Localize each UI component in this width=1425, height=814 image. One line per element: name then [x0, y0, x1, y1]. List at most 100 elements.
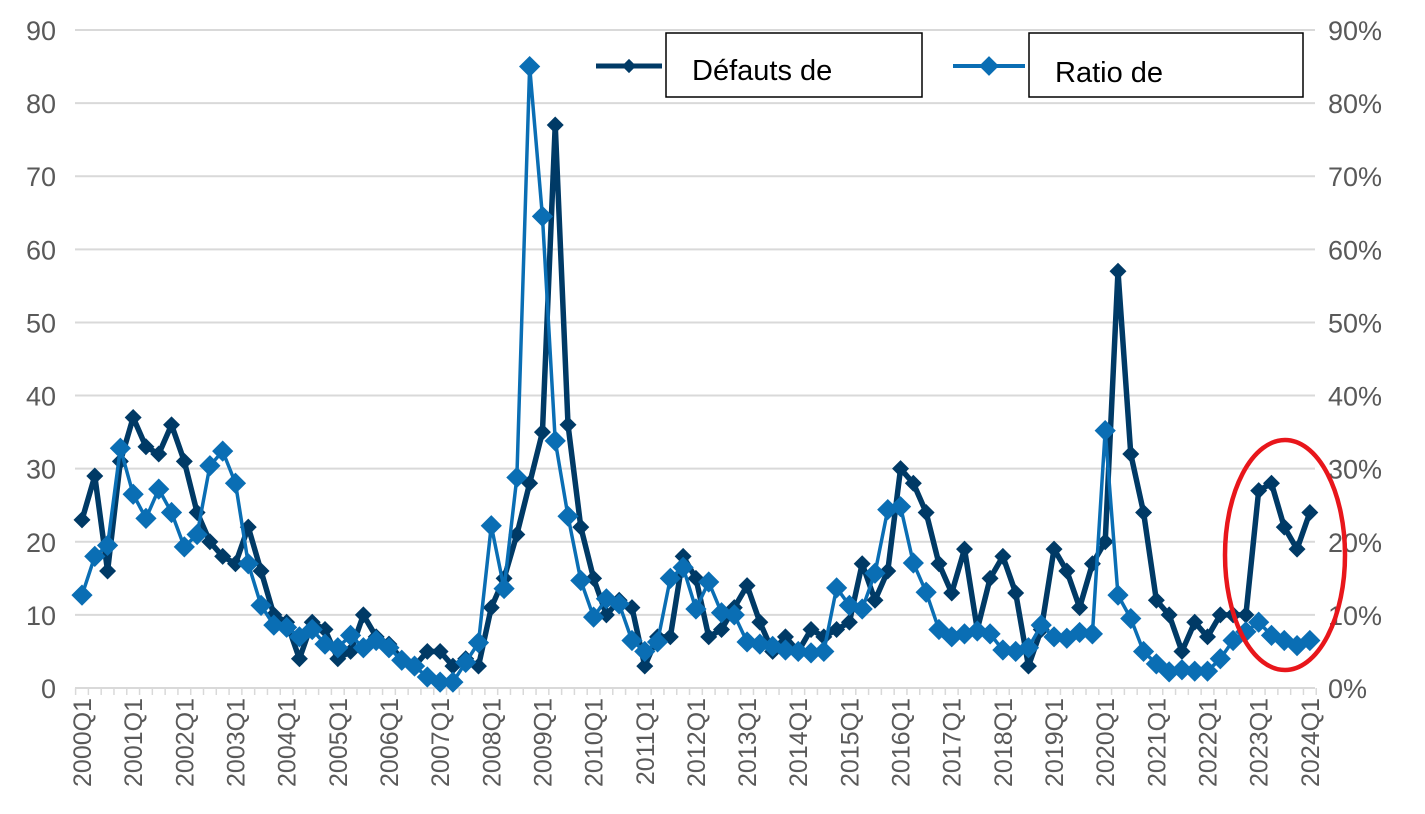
- data-point-ratio: [1081, 623, 1104, 645]
- data-point-ratio: [403, 655, 426, 677]
- data-point-ratio: [723, 604, 745, 626]
- x-tick-label: 2010Q1: [581, 698, 609, 787]
- data-point-ratio: [1209, 648, 1231, 670]
- y-left-tick-label: 30: [26, 455, 56, 485]
- data-point-ratio: [250, 594, 272, 616]
- data-point-defauts: [700, 628, 718, 646]
- y-right-tick-label: 60%: [1328, 235, 1382, 265]
- x-tick-label: 2012Q1: [683, 698, 711, 787]
- data-point-ratio: [493, 577, 515, 600]
- data-point-ratio: [826, 577, 848, 599]
- data-point-defauts: [751, 613, 769, 631]
- y-right-tick-label: 20%: [1328, 528, 1382, 558]
- data-point-ratio: [698, 571, 720, 593]
- y-axis-left: 0 10 20 30 40 50 60 70 80 90: [26, 16, 56, 704]
- data-point-defauts: [904, 474, 922, 492]
- legend: Défauts de Ratio de: [596, 32, 1304, 98]
- data-point-ratio: [902, 552, 924, 574]
- x-tick-label: 2017Q1: [939, 698, 967, 787]
- data-point-defauts: [1275, 518, 1293, 536]
- series-group: [71, 55, 1321, 693]
- data-point-ratio: [979, 623, 1001, 645]
- data-point-ratio: [327, 637, 349, 659]
- data-point-ratio: [480, 515, 502, 537]
- data-point-defauts: [329, 650, 347, 668]
- data-point-defauts: [226, 555, 244, 573]
- y-right-tick-label: 80%: [1328, 89, 1382, 119]
- y-left-tick-label: 10: [26, 601, 56, 631]
- y-left-tick-label: 60: [26, 235, 56, 265]
- x-tick-label: 2005Q1: [325, 698, 353, 787]
- legend-box-ratio: [1028, 32, 1304, 98]
- data-point-ratio: [1184, 660, 1206, 682]
- data-point-ratio: [442, 671, 464, 693]
- data-point-defauts: [1019, 657, 1037, 675]
- data-point-ratio: [621, 629, 643, 652]
- data-point-ratio: [467, 632, 490, 654]
- y-right-tick-label: 30%: [1328, 455, 1382, 485]
- y-axis-right: 0%10%20%30%40%50%60%70%80%90%: [1328, 16, 1382, 704]
- legend-marker-ratio: [979, 56, 999, 76]
- data-point-ratio: [84, 545, 106, 568]
- x-tick-label: 2021Q1: [1143, 698, 1171, 787]
- x-tick-label: 2018Q1: [990, 698, 1018, 787]
- data-point-ratio: [224, 472, 247, 494]
- data-point-ratio: [889, 496, 912, 518]
- data-point-ratio: [1120, 607, 1142, 630]
- data-point-defauts: [86, 467, 104, 485]
- x-tick-label: 2003Q1: [222, 698, 250, 787]
- data-point-ratio: [992, 639, 1014, 661]
- data-point-defauts: [508, 525, 526, 543]
- data-point-ratio: [1171, 659, 1193, 681]
- data-point-defauts: [1096, 533, 1114, 551]
- data-point-ratio: [787, 640, 809, 663]
- legend-box-defauts: [665, 32, 923, 98]
- data-point-ratio: [915, 581, 937, 603]
- data-point-defauts: [776, 628, 794, 646]
- x-tick-label: 2015Q1: [836, 698, 864, 787]
- data-point-defauts: [840, 613, 858, 631]
- data-point-defauts: [559, 416, 577, 434]
- data-point-ratio: [608, 593, 630, 615]
- data-point-ratio: [1196, 660, 1219, 682]
- data-point-ratio: [148, 478, 170, 500]
- data-point-defauts: [1160, 606, 1178, 624]
- data-point-defauts: [1301, 504, 1319, 522]
- data-point-ratio: [672, 556, 694, 578]
- data-point-defauts: [99, 562, 117, 580]
- data-point-ratio: [186, 523, 208, 546]
- data-point-defauts: [853, 555, 871, 573]
- data-point-defauts: [802, 621, 820, 638]
- data-point-ratio: [570, 569, 592, 592]
- data-point-defauts: [994, 547, 1012, 565]
- data-point-ratio: [455, 651, 477, 674]
- data-point-defauts: [956, 540, 973, 558]
- data-point-defauts: [892, 460, 910, 478]
- data-point-ratio: [800, 642, 822, 664]
- data-point-defauts: [1211, 606, 1229, 624]
- data-point-defauts: [1135, 504, 1153, 522]
- x-tick-label: 2011Q1: [632, 698, 660, 785]
- x-tick-label: 2022Q1: [1195, 698, 1223, 787]
- data-point-ratio: [774, 639, 797, 661]
- data-point-defauts: [354, 606, 372, 624]
- data-point-defauts: [674, 547, 692, 565]
- data-point-defauts: [1122, 445, 1140, 463]
- x-tick-label: 2006Q1: [376, 698, 404, 787]
- data-point-defauts: [930, 555, 948, 573]
- y-right-tick-label: 0%: [1328, 674, 1367, 704]
- highlight-ellipse-annotation: [1222, 437, 1348, 673]
- legend-marker-defauts: [621, 58, 637, 74]
- y-right-tick-label: 90%: [1328, 16, 1382, 46]
- data-point-ratio: [378, 637, 400, 659]
- data-point-defauts: [1199, 628, 1217, 646]
- legend-label-ratio: Ratio de: [1055, 57, 1163, 89]
- legend-label-defauts: Défauts de: [692, 55, 832, 87]
- data-point-ratio: [1248, 611, 1270, 633]
- data-point-ratio: [659, 567, 681, 589]
- y-left-tick-label: 0: [41, 674, 56, 704]
- data-point-defauts: [943, 584, 961, 602]
- x-tick-label: 2009Q1: [529, 698, 557, 787]
- x-tick-label: 2020Q1: [1092, 698, 1120, 787]
